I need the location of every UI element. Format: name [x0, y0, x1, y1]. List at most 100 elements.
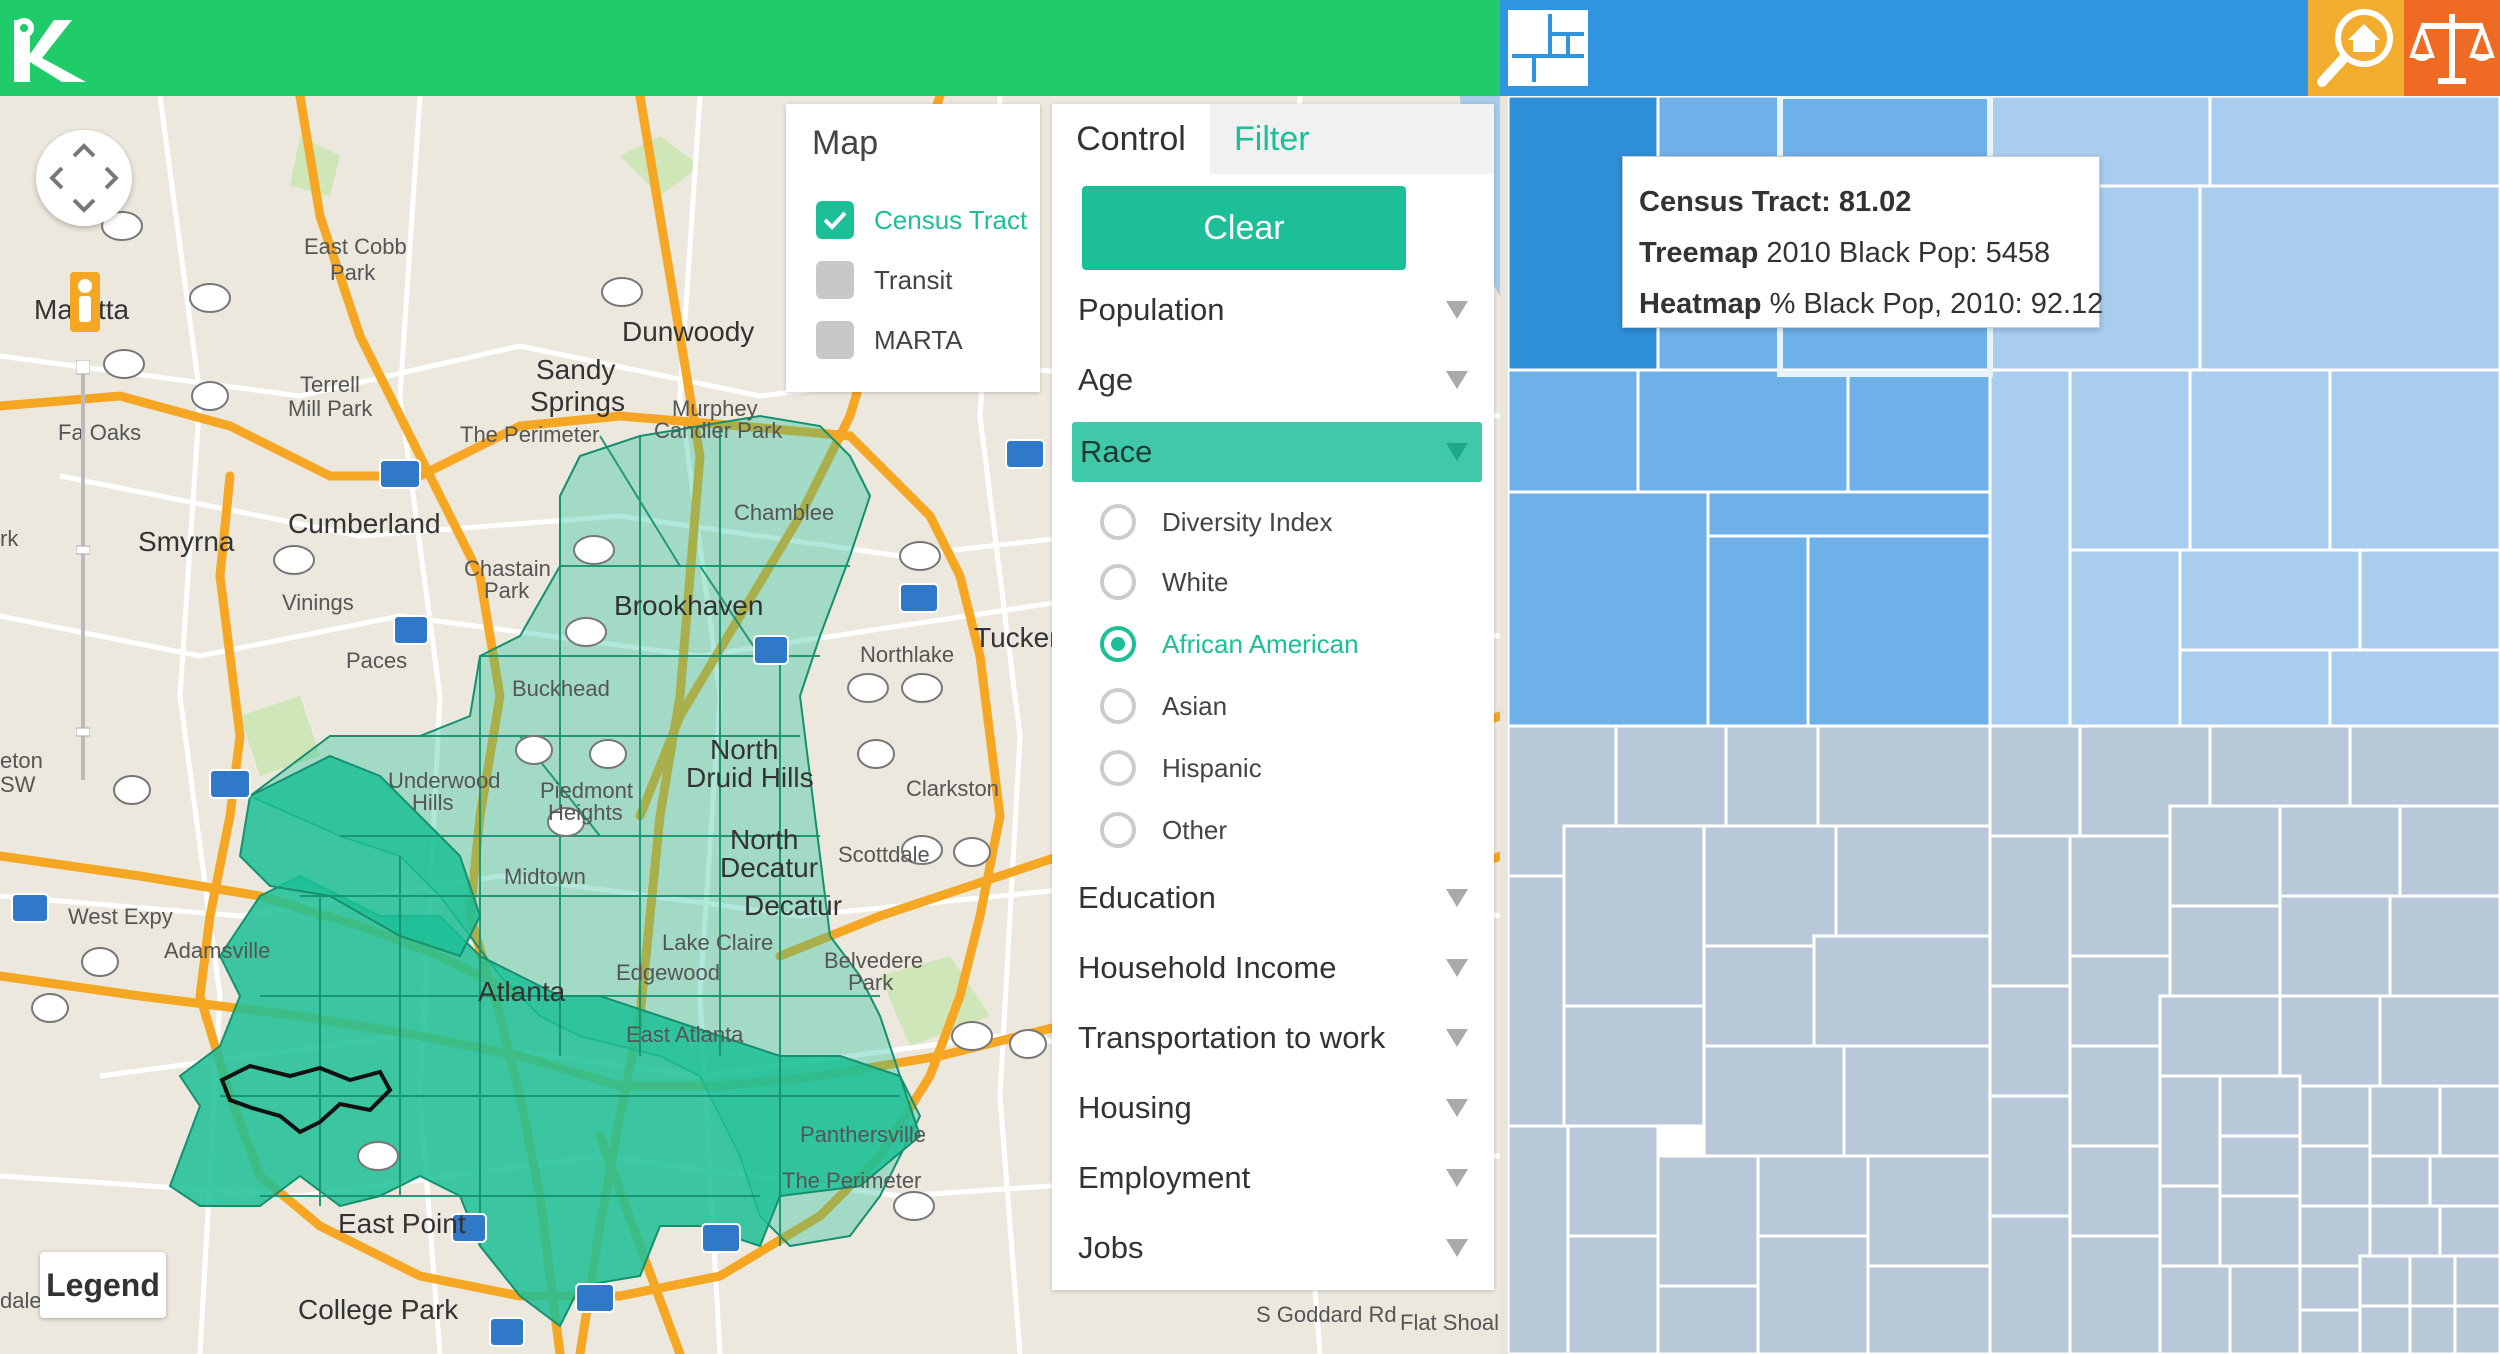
- map-label: Clarkston: [906, 776, 999, 801]
- race-option-label: Diversity Index: [1162, 506, 1333, 537]
- map-label: tta: [98, 294, 130, 325]
- treemap-cell: [2218, 1194, 2302, 1268]
- map-label: Brookhaven: [614, 590, 764, 621]
- map-layer-panel: Map Census Tract Transit MARTA: [786, 104, 1040, 392]
- caret-down-icon: [1446, 1169, 1468, 1187]
- checkbox-checked-icon[interactable]: [816, 201, 854, 239]
- treemap-cell: [1756, 1154, 1870, 1238]
- category-education[interactable]: Education: [1072, 870, 1482, 926]
- radio-icon[interactable]: [1100, 564, 1136, 600]
- treemap-tooltip: Census Tract: 81.02 Treemap 2010 Black P…: [1622, 156, 2104, 328]
- map-label: Fa Oaks: [58, 420, 142, 445]
- treemap-cell: [2228, 1264, 2302, 1354]
- treemap-cell: [2068, 1144, 2162, 1238]
- map-label: SW: [0, 772, 36, 797]
- balance-scale-icon: [2409, 14, 2495, 84]
- layer-label: MARTA: [874, 324, 963, 355]
- race-option-african-american[interactable]: African American: [1100, 622, 1359, 666]
- treemap-cell: [1702, 944, 1816, 1048]
- treemap-grid-icon[interactable]: [1508, 10, 1588, 86]
- treemap-cell: [2218, 1134, 2302, 1198]
- map-label: Edgewood: [616, 960, 720, 985]
- checkbox-unchecked-icon[interactable]: [816, 321, 854, 359]
- treemap-cell: [1816, 724, 1992, 828]
- treemap-cell: [2208, 96, 2500, 188]
- map-label: Panthersville: [800, 1122, 926, 1147]
- category-employment[interactable]: Employment: [1072, 1150, 1482, 1206]
- treemap-cell: [2328, 648, 2500, 728]
- map-label: Chamblee: [734, 500, 835, 525]
- checkbox-unchecked-icon[interactable]: [816, 261, 854, 299]
- radio-icon[interactable]: [1100, 504, 1136, 540]
- treemap-chart[interactable]: [1508, 96, 2500, 1354]
- selected-tract-outline[interactable]: [219, 1063, 393, 1135]
- race-option-asian[interactable]: Asian: [1100, 684, 1227, 728]
- category-household-income[interactable]: Household Income: [1072, 940, 1482, 996]
- category-transportation-to-work[interactable]: Transportation to work: [1072, 1010, 1482, 1066]
- category-housing[interactable]: Housing: [1072, 1080, 1482, 1136]
- tab-control[interactable]: Control: [1052, 104, 1210, 174]
- map-label: Park: [330, 260, 376, 285]
- category-label: Household Income: [1078, 950, 1337, 985]
- map-canvas[interactable]: East Cobb Park Ma tta Terrell Mill Park …: [0, 96, 1500, 1354]
- tooltip-treemap-line: Treemap 2010 Black Pop: 5458: [1639, 237, 2051, 269]
- category-age[interactable]: Age: [1072, 352, 1482, 408]
- treemap-cell: [2358, 1254, 2412, 1308]
- treemap-cell: [1706, 534, 1810, 728]
- street-view-pegman-icon[interactable]: [70, 272, 100, 332]
- treemap-cell: [1988, 1094, 2072, 1218]
- treemap-cell: [1566, 1124, 1660, 1238]
- legend-button[interactable]: Legend: [40, 1252, 166, 1318]
- map-label: Druid Hills: [686, 762, 814, 793]
- race-option-other[interactable]: Other: [1100, 808, 1227, 852]
- compare-button[interactable]: [2404, 0, 2500, 96]
- tooltip-heatmap-line: Heatmap % Black Pop, 2010: 92.12: [1639, 288, 2104, 320]
- map-label: Heights: [548, 800, 623, 825]
- map-layer-title: Map: [812, 124, 879, 162]
- category-label: Jobs: [1078, 1230, 1144, 1265]
- category-population[interactable]: Population: [1072, 282, 1482, 338]
- treemap-cell: [2168, 804, 2282, 908]
- map-route-logo-icon[interactable]: [10, 14, 90, 86]
- map-label: Adamsville: [164, 938, 271, 963]
- map-label: Springs: [530, 386, 625, 417]
- map-label: East Point: [338, 1208, 466, 1239]
- treemap-cell: [2368, 1154, 2432, 1208]
- home-search-button[interactable]: [2308, 0, 2404, 96]
- map-label: Terrell: [300, 372, 360, 397]
- treemap-cell: [2068, 1234, 2162, 1354]
- layer-toggle-marta[interactable]: MARTA: [816, 318, 963, 362]
- clear-button[interactable]: Clear: [1082, 186, 1406, 270]
- treemap-cell: [1988, 834, 2072, 988]
- radio-icon[interactable]: [1100, 688, 1136, 724]
- map-label: Hills: [412, 790, 454, 815]
- layer-toggle-transit[interactable]: Transit: [816, 258, 953, 302]
- race-option-white[interactable]: White: [1100, 560, 1228, 604]
- radio-icon[interactable]: [1100, 750, 1136, 786]
- category-label: Education: [1078, 880, 1216, 915]
- treemap-cell: [2368, 1084, 2442, 1158]
- treemap-cell: [2388, 894, 2500, 998]
- category-race[interactable]: Race: [1072, 422, 1482, 482]
- map-label: S Goddard Rd: [1256, 1302, 1397, 1327]
- treemap-cell: [2438, 1204, 2500, 1258]
- census-tract-overlay[interactable]: [168, 414, 922, 1328]
- treemap-cell: [2408, 1254, 2457, 1308]
- zoom-slider[interactable]: [75, 359, 91, 780]
- map-label: eton: [0, 748, 43, 773]
- race-option-diversity-index[interactable]: Diversity Index: [1100, 500, 1333, 544]
- map-label: Paces: [346, 648, 408, 673]
- category-jobs[interactable]: Jobs: [1072, 1220, 1482, 1276]
- category-label: Population: [1078, 292, 1225, 327]
- map-label: Midtown: [504, 864, 586, 889]
- treemap-cell: [2358, 1304, 2412, 1354]
- map-label: West Expy: [68, 904, 173, 929]
- radio-icon[interactable]: [1100, 812, 1136, 848]
- race-option-hispanic[interactable]: Hispanic: [1100, 746, 1262, 790]
- layer-toggle-census-tract[interactable]: Census Tract: [816, 198, 1027, 242]
- radio-selected-icon[interactable]: [1100, 626, 1136, 662]
- treemap-cell: [2428, 1154, 2500, 1208]
- tab-filter[interactable]: Filter: [1210, 104, 1494, 174]
- map-pan-control[interactable]: [36, 130, 132, 226]
- treemap-cell: [1656, 1154, 1760, 1288]
